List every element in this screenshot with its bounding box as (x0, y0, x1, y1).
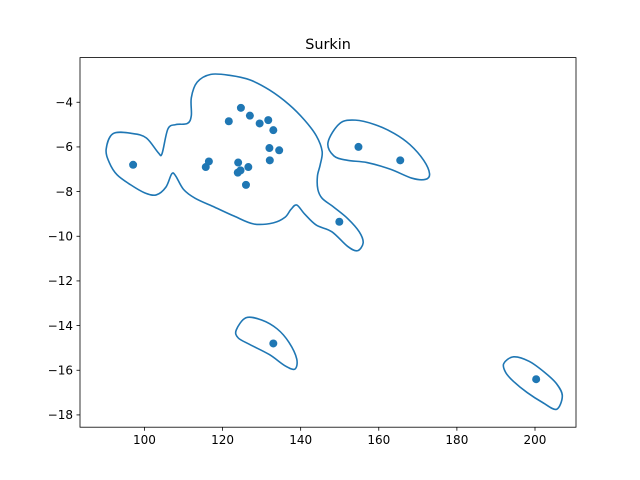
scatter-point (236, 103, 245, 112)
scatter-point (236, 166, 245, 175)
y-tick-label: −16 (48, 364, 73, 378)
y-tick-label: −8 (55, 185, 73, 199)
scatter-point (129, 160, 138, 169)
scatter-point (275, 146, 284, 155)
scatter-point (354, 142, 363, 151)
scatter-point (255, 119, 264, 128)
x-tick-label: 100 (133, 433, 156, 447)
x-tick-label: 120 (211, 433, 234, 447)
y-tick-label: −12 (48, 274, 73, 288)
chart-title: Surkin (305, 37, 351, 53)
scatter-point (224, 117, 233, 126)
y-tick-label: −14 (48, 319, 73, 333)
x-tick-label: 180 (445, 433, 468, 447)
contour-line-3 (502, 356, 564, 411)
scatter-point (532, 375, 541, 384)
scatter-points (129, 103, 541, 384)
scatter-point (396, 156, 405, 165)
scatter-point (204, 157, 213, 166)
x-tick-label: 140 (289, 433, 312, 447)
contour-line-2 (234, 316, 298, 371)
scatter-point (264, 116, 273, 125)
y-tick-label: −18 (48, 408, 73, 422)
scatter-point (269, 339, 278, 348)
scatter-point (244, 163, 253, 172)
y-axis: −4 −6 −8 −10 −12 −14 −16 −18 (48, 96, 80, 422)
contour-line-0 (105, 73, 364, 252)
x-tick-label: 200 (524, 433, 547, 447)
scatter-point (335, 217, 344, 226)
scatter-point (265, 144, 274, 153)
y-tick-label: −6 (55, 140, 73, 154)
scatter-point (234, 158, 243, 167)
plot-area-frame (79, 57, 577, 428)
y-tick-label: −4 (55, 96, 73, 110)
scatter-point (269, 126, 278, 135)
density-contours (105, 73, 564, 411)
scatter-point (245, 111, 254, 120)
y-tick-label: −10 (48, 230, 73, 244)
x-tick-label: 160 (367, 433, 390, 447)
x-axis: 100 120 140 160 180 200 (133, 427, 546, 447)
contour-line-1 (327, 119, 431, 181)
scatter-point (265, 156, 274, 165)
scatter-point (241, 180, 250, 189)
